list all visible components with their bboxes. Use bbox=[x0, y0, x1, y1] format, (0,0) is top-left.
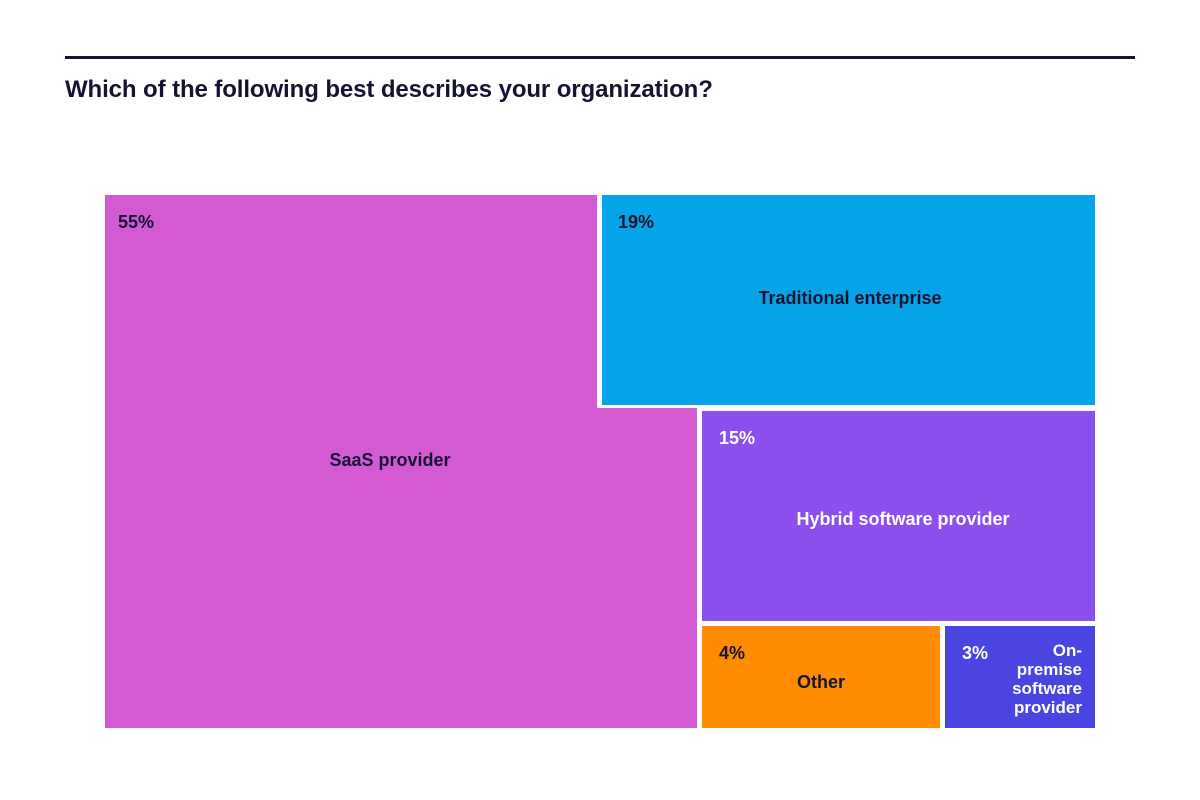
percent-label-other: 4% bbox=[719, 643, 745, 663]
treemap-tile-on-premise-software-provider: 3% On-premise software provider bbox=[945, 626, 1095, 728]
tile-rect-on-premise-software-provider bbox=[945, 626, 1095, 728]
category-label-hybrid-software-provider: Hybrid software provider bbox=[796, 509, 1009, 529]
top-divider bbox=[65, 56, 1135, 59]
category-label-traditional-enterprise: Traditional enterprise bbox=[758, 288, 941, 308]
percent-label-on-premise-software-provider: 3% bbox=[962, 643, 988, 663]
treemap-tile-hybrid-software-provider: 15% Hybrid software provider bbox=[702, 411, 1095, 621]
chart-title: Which of the following best describes yo… bbox=[65, 76, 713, 103]
category-label-on-premise-software-provider: On-premise software provider bbox=[1012, 641, 1082, 717]
percent-label-hybrid-software-provider: 15% bbox=[719, 428, 755, 448]
treemap-tile-saas-provider: 55% SaaS provider bbox=[105, 195, 697, 728]
category-label-other: Other bbox=[797, 672, 845, 692]
treemap-tile-traditional-enterprise: 19% Traditional enterprise bbox=[602, 195, 1095, 405]
tile-rect-saas-provider bbox=[105, 195, 697, 728]
category-label-saas-provider: SaaS provider bbox=[329, 450, 450, 470]
percent-label-saas-provider: 55% bbox=[118, 212, 154, 232]
treemap-tile-other: 4% Other bbox=[702, 626, 940, 728]
percent-label-traditional-enterprise: 19% bbox=[618, 212, 654, 232]
tile-rect-hybrid-software-provider bbox=[702, 411, 1095, 621]
tile-rect-traditional-enterprise bbox=[602, 195, 1095, 405]
tile-rect-other bbox=[702, 626, 940, 728]
